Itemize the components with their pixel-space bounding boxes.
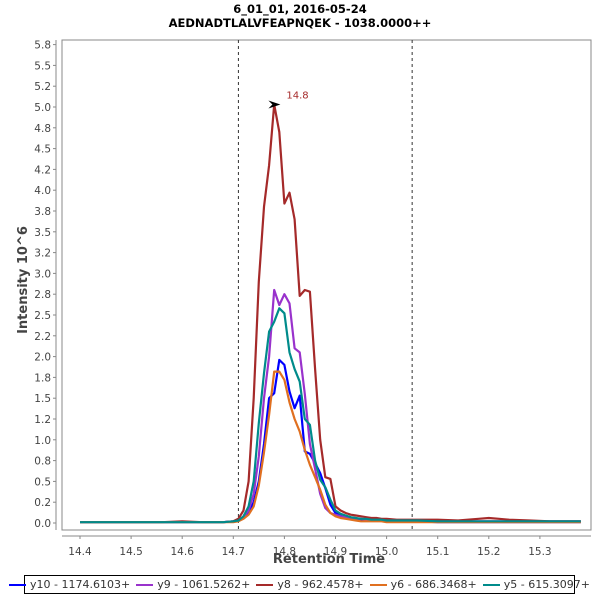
legend-label: y10 - 1174.6103+ <box>30 578 131 591</box>
x-tick-label: 14.6 <box>171 546 195 558</box>
vertical-markers <box>237 40 413 530</box>
x-axis: 14.4 14.5 14.6 14.7 14.8 14.9 15.0 15.1 15.2 15.3 <box>62 535 591 558</box>
y-tick-label: 5.5 <box>34 60 51 72</box>
legend-swatch <box>369 583 387 586</box>
legend-label: y5 - 615.3097+ <box>503 578 590 591</box>
peak-label: 14.8 <box>286 91 308 102</box>
y-tick-label: 2.0 <box>34 352 51 364</box>
y-tick-label: 2.2 <box>34 331 51 343</box>
y-tick-label: 3.2 <box>34 248 51 260</box>
legend-swatch <box>136 583 154 586</box>
legend-item: y9 - 1061.5262+ <box>136 578 250 591</box>
legend-swatch <box>9 583 27 586</box>
y-tick-label: 1.8 <box>34 372 51 384</box>
x-tick-label: 14.9 <box>324 546 347 558</box>
y-tick-label: 5.8 <box>34 40 51 52</box>
y-tick-label: 0.5 <box>34 476 51 488</box>
x-tick-label: 14.5 <box>119 546 142 558</box>
y-tick-label: 4.8 <box>34 123 51 135</box>
x-tick-label: 14.4 <box>68 546 92 558</box>
y-tick-label: 3.8 <box>34 206 51 218</box>
y-tick-label: 1.0 <box>34 435 51 447</box>
legend-swatch <box>482 583 500 586</box>
y-tick-label: 5.2 <box>34 81 51 93</box>
peak-annotation: 14.8 <box>268 91 309 109</box>
legend-item: y6 - 686.3468+ <box>369 578 477 591</box>
legend-item: y10 - 1174.6103+ <box>9 578 130 591</box>
x-tick-label: 14.8 <box>273 546 296 558</box>
y-tick-label: 0.2 <box>34 497 51 509</box>
series-line <box>80 288 581 524</box>
chart-title: 6_01_01, 2016-05-24 <box>233 2 366 17</box>
y-tick-label: 4.0 <box>34 185 51 197</box>
y-tick-label: 0.0 <box>34 518 51 530</box>
legend-item: y5 - 615.3097+ <box>482 578 590 591</box>
y-tick-label: 3.0 <box>34 268 51 280</box>
y-tick-label: 2.8 <box>34 289 51 301</box>
series-line <box>80 103 581 524</box>
legend: y10 - 1174.6103+ y9 - 1061.5262+ y8 - 962.… <box>9 575 590 594</box>
y-tick-label: 4.2 <box>34 164 51 176</box>
x-tick-label: 15.1 <box>426 546 449 558</box>
peak-arrow-icon <box>268 100 281 109</box>
legend-label: y6 - 686.3468+ <box>390 578 477 591</box>
x-tick-label: 14.7 <box>222 546 245 558</box>
legend-label: y8 - 962.4578+ <box>277 578 364 591</box>
y-axis: 0.0 0.2 0.5 0.8 1.0 1.2 1.5 1.8 2.0 2.2 2.5 2.8 3.0 3… <box>34 40 57 530</box>
x-tick-label: 15.0 <box>375 546 398 558</box>
y-tick-label: 1.2 <box>34 414 51 426</box>
x-axis-label: Retention Time <box>273 552 385 567</box>
y-tick-label: 3.5 <box>34 227 51 239</box>
y-tick-label: 0.8 <box>34 456 51 468</box>
chart-subtitle: AEDNADTLALVFEAPNQEK - 1038.0000++ <box>169 16 432 30</box>
y-tick-label: 1.5 <box>34 393 51 405</box>
plot-frame <box>61 39 592 531</box>
y-tick-label: 2.5 <box>34 310 51 322</box>
legend-item: y8 - 962.4578+ <box>256 578 364 591</box>
legend-swatch <box>256 583 274 586</box>
x-tick-label: 15.3 <box>528 546 551 558</box>
y-axis-label: Intensity 10^6 <box>16 226 31 334</box>
legend-label: y9 - 1061.5262+ <box>157 578 251 591</box>
y-tick-label: 4.5 <box>34 144 51 156</box>
series-line <box>80 307 581 524</box>
series-lines <box>80 103 581 524</box>
x-tick-label: 15.2 <box>477 546 500 558</box>
y-tick-label: 5.0 <box>34 102 51 114</box>
plot-area: 0.0 0.2 0.5 0.8 1.0 1.2 1.5 1.8 2.0 2.2 2.5 2.8 3.0 3… <box>34 39 592 558</box>
